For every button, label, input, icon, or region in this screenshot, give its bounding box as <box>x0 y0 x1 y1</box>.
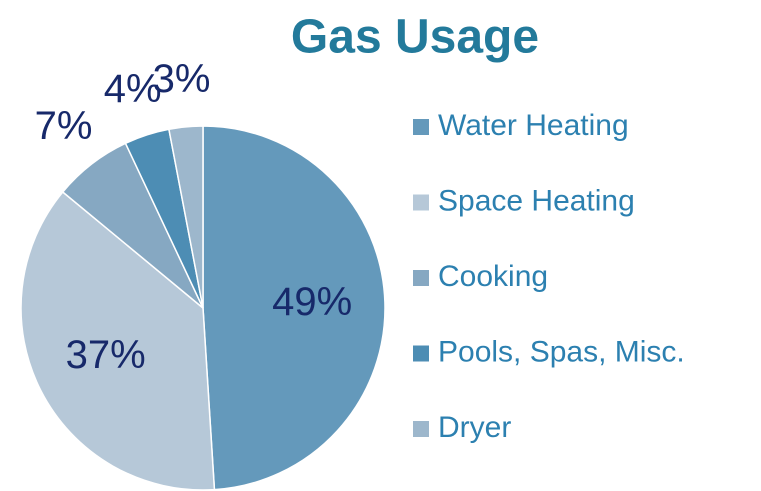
chart-title: Gas Usage <box>291 11 539 64</box>
data-label: 7% <box>35 104 93 148</box>
legend-swatch <box>413 119 429 135</box>
data-label: 4% <box>104 67 162 111</box>
legend-label: Space Heating <box>438 184 635 217</box>
data-label: 3% <box>153 57 211 101</box>
data-label: 49% <box>272 280 352 324</box>
legend-label: Pools, Spas, Misc. <box>438 335 685 368</box>
legend-swatch <box>413 194 429 211</box>
legend-swatch <box>413 270 429 286</box>
legend-label: Cooking <box>438 260 548 293</box>
data-label: 37% <box>66 333 146 377</box>
legend-label: Dryer <box>438 411 511 444</box>
pie-slice <box>20 190 216 491</box>
legend-label: Water Heating <box>438 109 629 142</box>
pie-slice <box>202 125 386 491</box>
legend-swatch <box>413 421 429 437</box>
legend-swatch <box>413 345 429 362</box>
pie-slice <box>168 125 204 309</box>
